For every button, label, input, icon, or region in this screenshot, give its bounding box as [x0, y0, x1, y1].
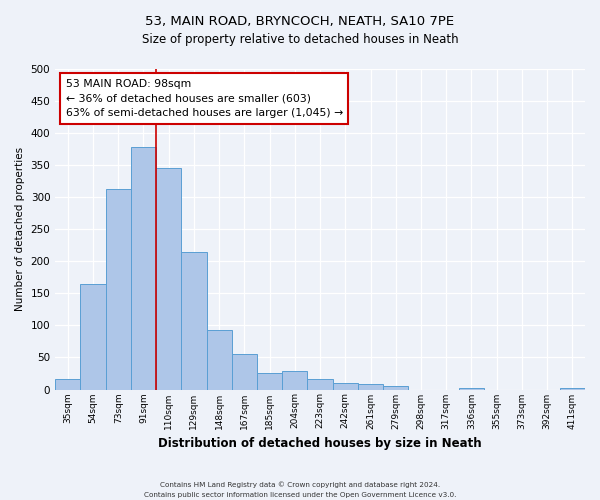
Bar: [257, 374, 282, 390]
Y-axis label: Number of detached properties: Number of detached properties: [15, 147, 25, 312]
Text: 53 MAIN ROAD: 98sqm
← 36% of detached houses are smaller (603)
63% of semi-detac: 53 MAIN ROAD: 98sqm ← 36% of detached ho…: [66, 78, 343, 118]
Bar: [206, 330, 232, 390]
Bar: [459, 388, 484, 390]
Bar: [332, 383, 358, 390]
Bar: [560, 388, 585, 390]
Bar: [383, 386, 409, 390]
Bar: [282, 371, 307, 390]
Bar: [358, 384, 383, 390]
Bar: [232, 354, 257, 390]
Text: Size of property relative to detached houses in Neath: Size of property relative to detached ho…: [142, 32, 458, 46]
Bar: [307, 380, 332, 390]
Bar: [181, 252, 206, 390]
Bar: [55, 378, 80, 390]
Bar: [131, 147, 156, 390]
Text: 53, MAIN ROAD, BRYNCOCH, NEATH, SA10 7PE: 53, MAIN ROAD, BRYNCOCH, NEATH, SA10 7PE: [145, 15, 455, 28]
Bar: [106, 189, 131, 390]
X-axis label: Distribution of detached houses by size in Neath: Distribution of detached houses by size …: [158, 437, 482, 450]
Bar: [80, 284, 106, 390]
Bar: [156, 168, 181, 390]
Text: Contains HM Land Registry data © Crown copyright and database right 2024.
Contai: Contains HM Land Registry data © Crown c…: [144, 482, 456, 498]
